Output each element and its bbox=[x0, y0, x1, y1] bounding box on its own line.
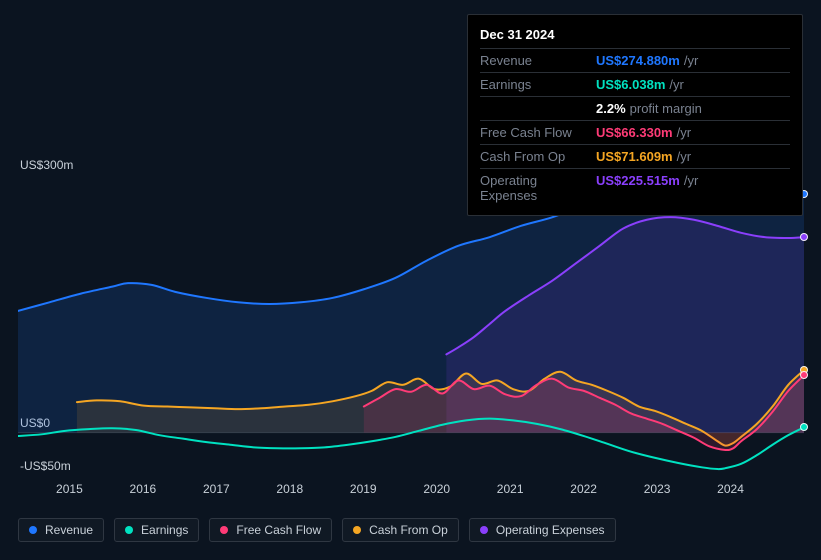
tooltip-label: Earnings bbox=[480, 77, 596, 92]
x-axis-label: 2022 bbox=[570, 482, 597, 496]
legend-item-fcf[interactable]: Free Cash Flow bbox=[209, 518, 332, 542]
tooltip-value: US$71.609m bbox=[596, 149, 673, 164]
legend-item-cashop[interactable]: Cash From Op bbox=[342, 518, 459, 542]
tooltip-value: US$6.038m bbox=[596, 77, 665, 92]
tooltip-unit: /yr bbox=[684, 53, 698, 68]
tooltip-unit: /yr bbox=[677, 149, 691, 164]
x-axis-label: 2015 bbox=[56, 482, 83, 496]
tooltip-value: US$66.330m bbox=[596, 125, 673, 140]
legend: Revenue Earnings Free Cash Flow Cash From O… bbox=[18, 518, 616, 542]
legend-label: Operating Expenses bbox=[496, 523, 605, 537]
x-axis-label: 2016 bbox=[130, 482, 157, 496]
y-axis-label: US$300m bbox=[20, 158, 73, 172]
tooltip-label: Revenue bbox=[480, 53, 596, 68]
tooltip-date: Dec 31 2024 bbox=[480, 23, 790, 49]
tooltip-value: US$225.515m bbox=[596, 173, 680, 188]
x-axis-label: 2017 bbox=[203, 482, 230, 496]
tooltip-value: 2.2% bbox=[596, 101, 626, 116]
tooltip-row-fcf: Free Cash Flow US$66.330m /yr bbox=[480, 121, 790, 145]
tooltip-unit: profit margin bbox=[630, 101, 702, 116]
legend-dot-icon bbox=[29, 526, 37, 534]
chart-plot-area[interactable] bbox=[18, 172, 804, 476]
tooltip-unit: /yr bbox=[684, 173, 698, 188]
legend-dot-icon bbox=[125, 526, 133, 534]
tooltip-card: Dec 31 2024 Revenue US$274.880m /yr Earn… bbox=[467, 14, 803, 216]
tooltip-value: US$274.880m bbox=[596, 53, 680, 68]
series-end-marker bbox=[800, 233, 808, 241]
x-axis-label: 2023 bbox=[644, 482, 671, 496]
tooltip-row-opex: Operating Expenses US$225.515m /yr bbox=[480, 169, 790, 207]
x-axis-label: 2020 bbox=[423, 482, 450, 496]
x-axis-label: 2018 bbox=[276, 482, 303, 496]
tooltip-label: Cash From Op bbox=[480, 149, 596, 164]
legend-item-earnings[interactable]: Earnings bbox=[114, 518, 199, 542]
legend-label: Earnings bbox=[141, 523, 188, 537]
series-end-marker bbox=[800, 371, 808, 379]
x-axis-label: 2024 bbox=[717, 482, 744, 496]
chart-svg bbox=[18, 172, 804, 476]
series-end-marker bbox=[800, 423, 808, 431]
tooltip-label: Free Cash Flow bbox=[480, 125, 596, 140]
x-axis-label: 2021 bbox=[497, 482, 524, 496]
tooltip-unit: /yr bbox=[677, 125, 691, 140]
x-axis-label: 2019 bbox=[350, 482, 377, 496]
tooltip-row-margin: 2.2% profit margin bbox=[480, 97, 790, 121]
x-axis-labels: 2015 2016 2017 2018 2019 2020 2021 2022 2023 2024 bbox=[0, 482, 821, 500]
tooltip-unit: /yr bbox=[669, 77, 683, 92]
legend-label: Free Cash Flow bbox=[236, 523, 321, 537]
legend-item-opex[interactable]: Operating Expenses bbox=[469, 518, 616, 542]
legend-label: Revenue bbox=[45, 523, 93, 537]
legend-label: Cash From Op bbox=[369, 523, 448, 537]
legend-item-revenue[interactable]: Revenue bbox=[18, 518, 104, 542]
legend-dot-icon bbox=[480, 526, 488, 534]
legend-dot-icon bbox=[220, 526, 228, 534]
legend-dot-icon bbox=[353, 526, 361, 534]
tooltip-row-cashop: Cash From Op US$71.609m /yr bbox=[480, 145, 790, 169]
tooltip-label: Operating Expenses bbox=[480, 173, 596, 203]
tooltip-row-earnings: Earnings US$6.038m /yr bbox=[480, 73, 790, 97]
tooltip-row-revenue: Revenue US$274.880m /yr bbox=[480, 49, 790, 73]
